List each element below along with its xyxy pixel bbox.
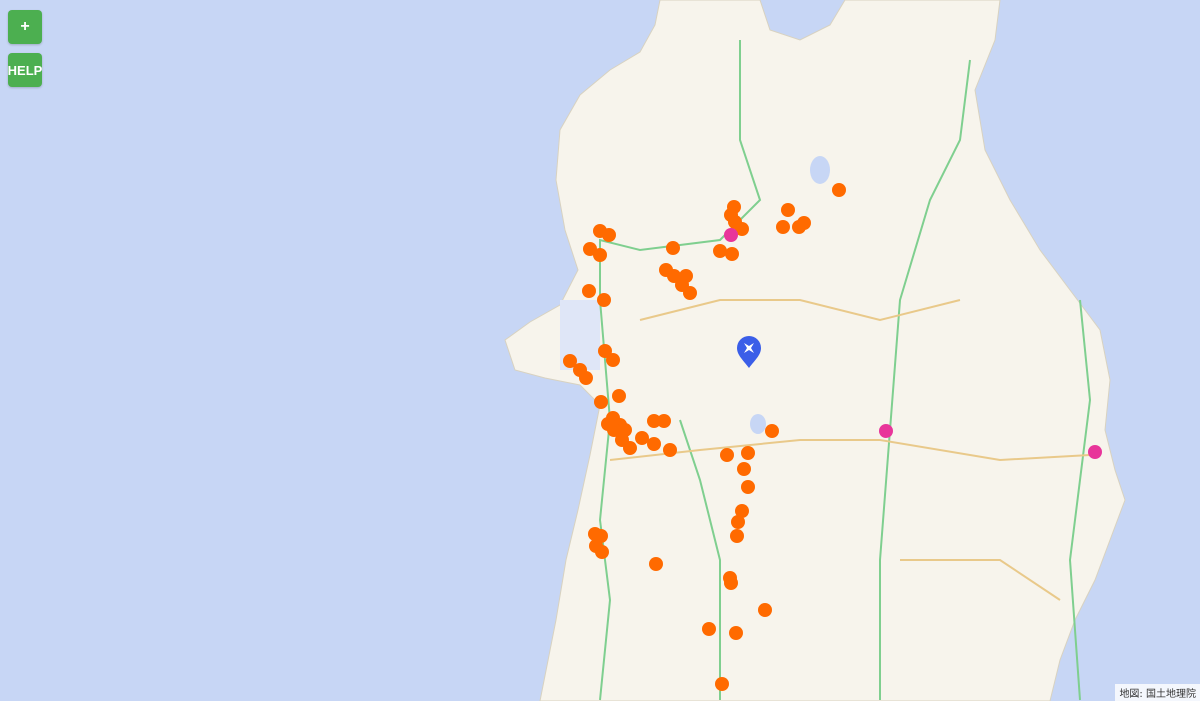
map-point-orange[interactable] — [776, 220, 790, 234]
help-button[interactable]: HELP — [8, 53, 42, 87]
map-point-orange[interactable] — [720, 448, 734, 462]
map-point-orange[interactable] — [666, 241, 680, 255]
map-point-orange[interactable] — [735, 222, 749, 236]
map-point-pink[interactable] — [1088, 445, 1102, 459]
map-point-orange[interactable] — [647, 437, 661, 451]
map-point-orange[interactable] — [663, 443, 677, 457]
map-point-orange[interactable] — [594, 395, 608, 409]
map-point-orange[interactable] — [683, 286, 697, 300]
map-point-orange[interactable] — [758, 603, 772, 617]
map-point-orange[interactable] — [781, 203, 795, 217]
map-point-orange[interactable] — [735, 504, 749, 518]
map-point-orange[interactable] — [582, 284, 596, 298]
map-point-orange[interactable] — [606, 353, 620, 367]
zoom-in-button[interactable]: + — [8, 10, 42, 44]
map-point-orange[interactable] — [607, 423, 621, 437]
star-glyph — [744, 343, 754, 353]
points-layer — [563, 183, 1102, 691]
map-point-orange[interactable] — [612, 389, 626, 403]
map-point-orange[interactable] — [635, 431, 649, 445]
map-point-orange[interactable] — [737, 462, 751, 476]
map-point-orange[interactable] — [702, 622, 716, 636]
map-point-orange[interactable] — [657, 414, 671, 428]
map-point-orange[interactable] — [598, 344, 612, 358]
map-point-orange[interactable] — [713, 244, 727, 258]
map-point-orange[interactable] — [729, 626, 743, 640]
map-point-orange[interactable] — [667, 269, 681, 283]
map-point-orange[interactable] — [563, 354, 577, 368]
map-point-orange[interactable] — [649, 557, 663, 571]
land — [504, 0, 1126, 701]
lake-tazawa — [750, 414, 766, 434]
map-point-orange[interactable] — [579, 371, 593, 385]
map-point-orange[interactable] — [602, 228, 616, 242]
map-point-orange[interactable] — [797, 216, 811, 230]
map-point-orange[interactable] — [832, 183, 846, 197]
map-attribution: 地図: 国土地理院 — [1115, 684, 1200, 701]
map-point-orange[interactable] — [731, 515, 745, 529]
current-location-marker[interactable] — [737, 336, 761, 368]
map-point-pink[interactable] — [724, 228, 738, 242]
map-point-orange[interactable] — [765, 424, 779, 438]
map-point-orange[interactable] — [741, 446, 755, 460]
map-point-orange[interactable] — [725, 247, 739, 261]
map-point-orange[interactable] — [724, 576, 738, 590]
map-point-orange[interactable] — [593, 248, 607, 262]
map-point-orange[interactable] — [595, 545, 609, 559]
map-point-orange[interactable] — [715, 677, 729, 691]
map-point-orange[interactable] — [647, 414, 661, 428]
map-point-orange[interactable] — [597, 293, 611, 307]
map-point-orange[interactable] — [730, 529, 744, 543]
map-point-orange[interactable] — [741, 480, 755, 494]
map-point-pink[interactable] — [879, 424, 893, 438]
lake-towada — [810, 156, 830, 184]
location-pin-icon — [737, 336, 761, 368]
map-point-orange[interactable] — [623, 441, 637, 455]
